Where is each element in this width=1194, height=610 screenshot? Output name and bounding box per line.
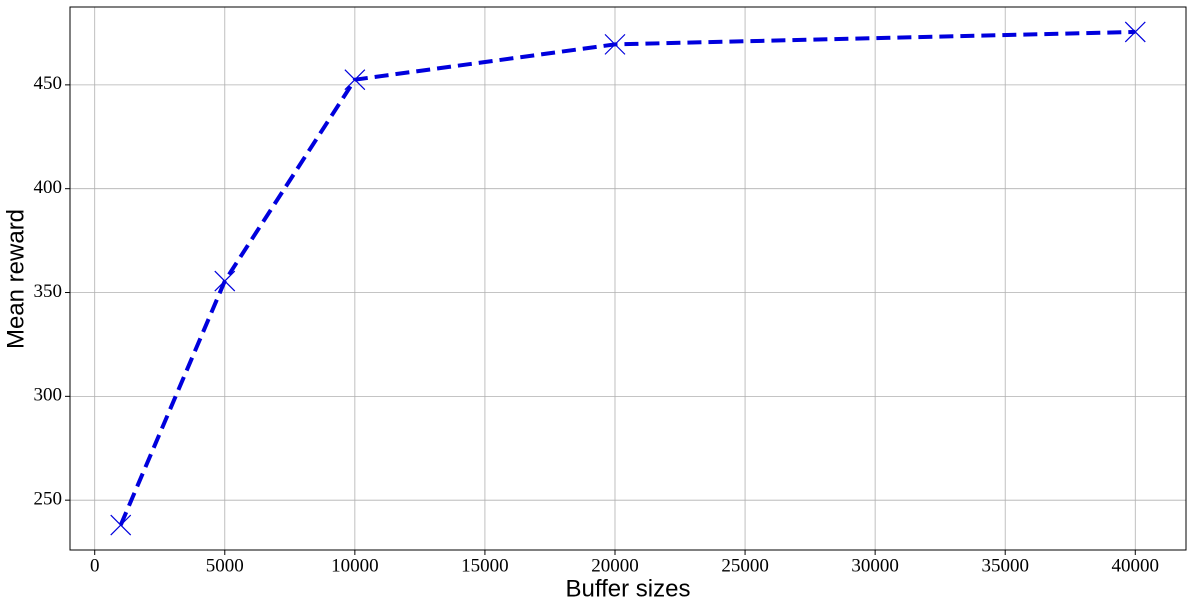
y-tick-label: 300 (34, 385, 63, 406)
x-tick-label: 15000 (461, 555, 509, 576)
marker (214, 270, 236, 292)
marker (604, 33, 626, 55)
y-tick-label: 350 (34, 281, 63, 302)
marker (1124, 21, 1146, 43)
x-tick-label: 5000 (206, 555, 244, 576)
y-tick-label: 450 (34, 73, 63, 94)
x-tick-label: 10000 (331, 555, 379, 576)
marker (110, 514, 132, 536)
x-tick-label: 25000 (721, 555, 769, 576)
x-tick-label: 35000 (981, 555, 1029, 576)
x-tick-label: 40000 (1112, 555, 1160, 576)
y-tick-label: 400 (34, 177, 63, 198)
x-axis-label: Buffer sizes (566, 575, 691, 602)
series-line (118, 29, 1136, 526)
y-tick-label: 250 (34, 489, 63, 510)
x-tick-label: 0 (90, 555, 100, 576)
marker (344, 69, 366, 91)
y-axis-label: Mean reward (2, 209, 29, 349)
plot-frame (69, 6, 1187, 551)
x-tick-label: 30000 (851, 555, 899, 576)
x-tick-label: 20000 (591, 555, 639, 576)
